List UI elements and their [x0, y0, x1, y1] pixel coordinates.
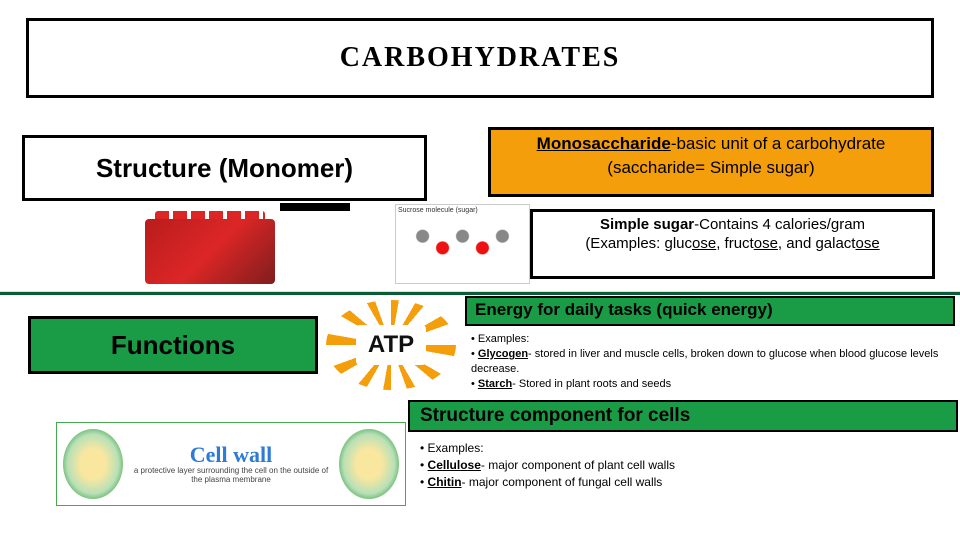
energy-title: Energy for daily tasks (quick energy) — [475, 300, 773, 319]
cell-diagram-right — [339, 429, 399, 499]
simple-sugar-box: Simple sugar-Contains 4 calories/gram (E… — [530, 209, 935, 279]
page-title: CARBOHYDRATES — [340, 42, 621, 74]
cell-wall-subtitle: a protective layer surrounding the cell … — [129, 467, 333, 485]
mono-line1: Monosaccharide-basic unit of a carbohydr… — [499, 134, 923, 154]
simple-examples: (Examples: glucose, fructose, and galact… — [541, 235, 924, 254]
structure-heading: Structure (Monomer) — [96, 153, 353, 184]
simple-term: Simple sugar — [600, 216, 694, 233]
structure-component-title: Structure component for cells — [420, 405, 690, 426]
energy-examples: • Examples: • Glycogen- stored in liver … — [465, 330, 955, 393]
structure-examples: • Examples: • Cellulose- major component… — [420, 440, 950, 490]
atp-burst-image: ATP — [326, 300, 456, 390]
cell-wall-caption: Cell wall a protective layer surrounding… — [129, 443, 333, 485]
struct-ex-label: • Examples: — [420, 440, 950, 457]
mono-term: Monosaccharide — [537, 134, 671, 153]
cell-wall-title: Cell wall — [129, 443, 333, 467]
energy-ex-label: • Examples: — [471, 332, 949, 347]
lego-blocks-image — [145, 219, 275, 284]
structure-component-title-box: Structure component for cells — [408, 400, 958, 432]
functions-heading-box: Functions — [28, 316, 318, 374]
simple-line1: Simple sugar-Contains 4 calories/gram — [541, 216, 924, 235]
section-divider — [0, 291, 960, 295]
structure-heading-box: Structure (Monomer) — [22, 135, 427, 201]
mono-line2: (saccharide= Simple sugar) — [499, 158, 923, 178]
molecule-caption: Sucrose molecule (sugar) — [398, 207, 478, 214]
simple-def: -Contains 4 calories/gram — [694, 216, 865, 233]
structure-underline — [280, 203, 350, 211]
functions-heading: Functions — [111, 330, 235, 361]
cell-wall-image: Cell wall a protective layer surrounding… — [56, 422, 406, 506]
chitin-line: • Chitin- major component of fungal cell… — [420, 474, 950, 491]
mono-def: -basic unit of a carbohydrate — [671, 134, 886, 153]
cellulose-line: • Cellulose- major component of plant ce… — [420, 457, 950, 474]
glycogen-line: • Glycogen- stored in liver and muscle c… — [471, 347, 949, 377]
atp-label: ATP — [356, 325, 426, 365]
energy-title-box: Energy for daily tasks (quick energy) — [465, 296, 955, 326]
title-box: CARBOHYDRATES — [26, 18, 934, 98]
starch-line: • Starch- Stored in plant roots and seed… — [471, 377, 949, 392]
sucrose-molecule-image: Sucrose molecule (sugar) — [395, 204, 530, 284]
cell-diagram-left — [63, 429, 123, 499]
monosaccharide-box: Monosaccharide-basic unit of a carbohydr… — [488, 127, 934, 197]
